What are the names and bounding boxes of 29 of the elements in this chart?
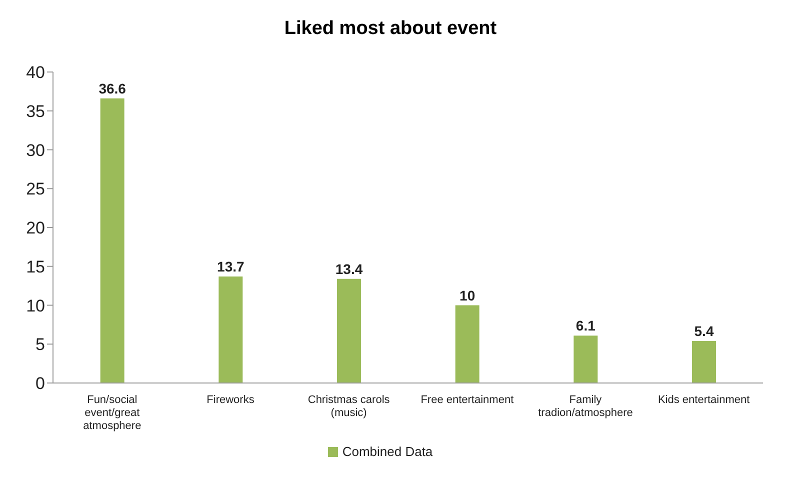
y-tick-label: 15 [26, 257, 45, 276]
bar [455, 305, 480, 383]
data-label: 6.1 [576, 318, 596, 334]
y-tick-label: 30 [26, 140, 45, 160]
data-label: 5.4 [694, 323, 714, 340]
bar [692, 341, 716, 383]
x-tick-label: Christmas carols (music) [308, 394, 390, 419]
x-tick-label: Family tradion/atmosphere [538, 394, 633, 419]
y-tick-label: 5 [36, 335, 45, 354]
bar [218, 276, 243, 383]
data-label: 13.7 [217, 258, 245, 274]
y-tick-label: 0 [36, 374, 45, 394]
bar [337, 278, 361, 383]
data-label: 10 [460, 287, 476, 304]
bar [574, 336, 598, 383]
x-tick-label: Fireworks [206, 394, 255, 406]
y-tick-label: 20 [26, 218, 45, 238]
legend-label: Combined Data [342, 444, 433, 459]
x-tick-label: Fun/social event/great atmosphere [83, 394, 142, 432]
y-tick-label: 25 [26, 180, 45, 199]
data-label: 36.6 [98, 80, 126, 96]
chart-title: Liked most about event [283, 17, 498, 41]
y-tick-label: 35 [26, 102, 45, 121]
y-tick-label: 40 [26, 63, 45, 82]
data-label: 13.4 [335, 260, 363, 277]
x-tick-label: Free entertainment [420, 394, 514, 406]
x-tick-label: Kids entertainment [658, 394, 750, 406]
y-tick-label: 10 [26, 296, 45, 316]
bar [100, 98, 124, 383]
